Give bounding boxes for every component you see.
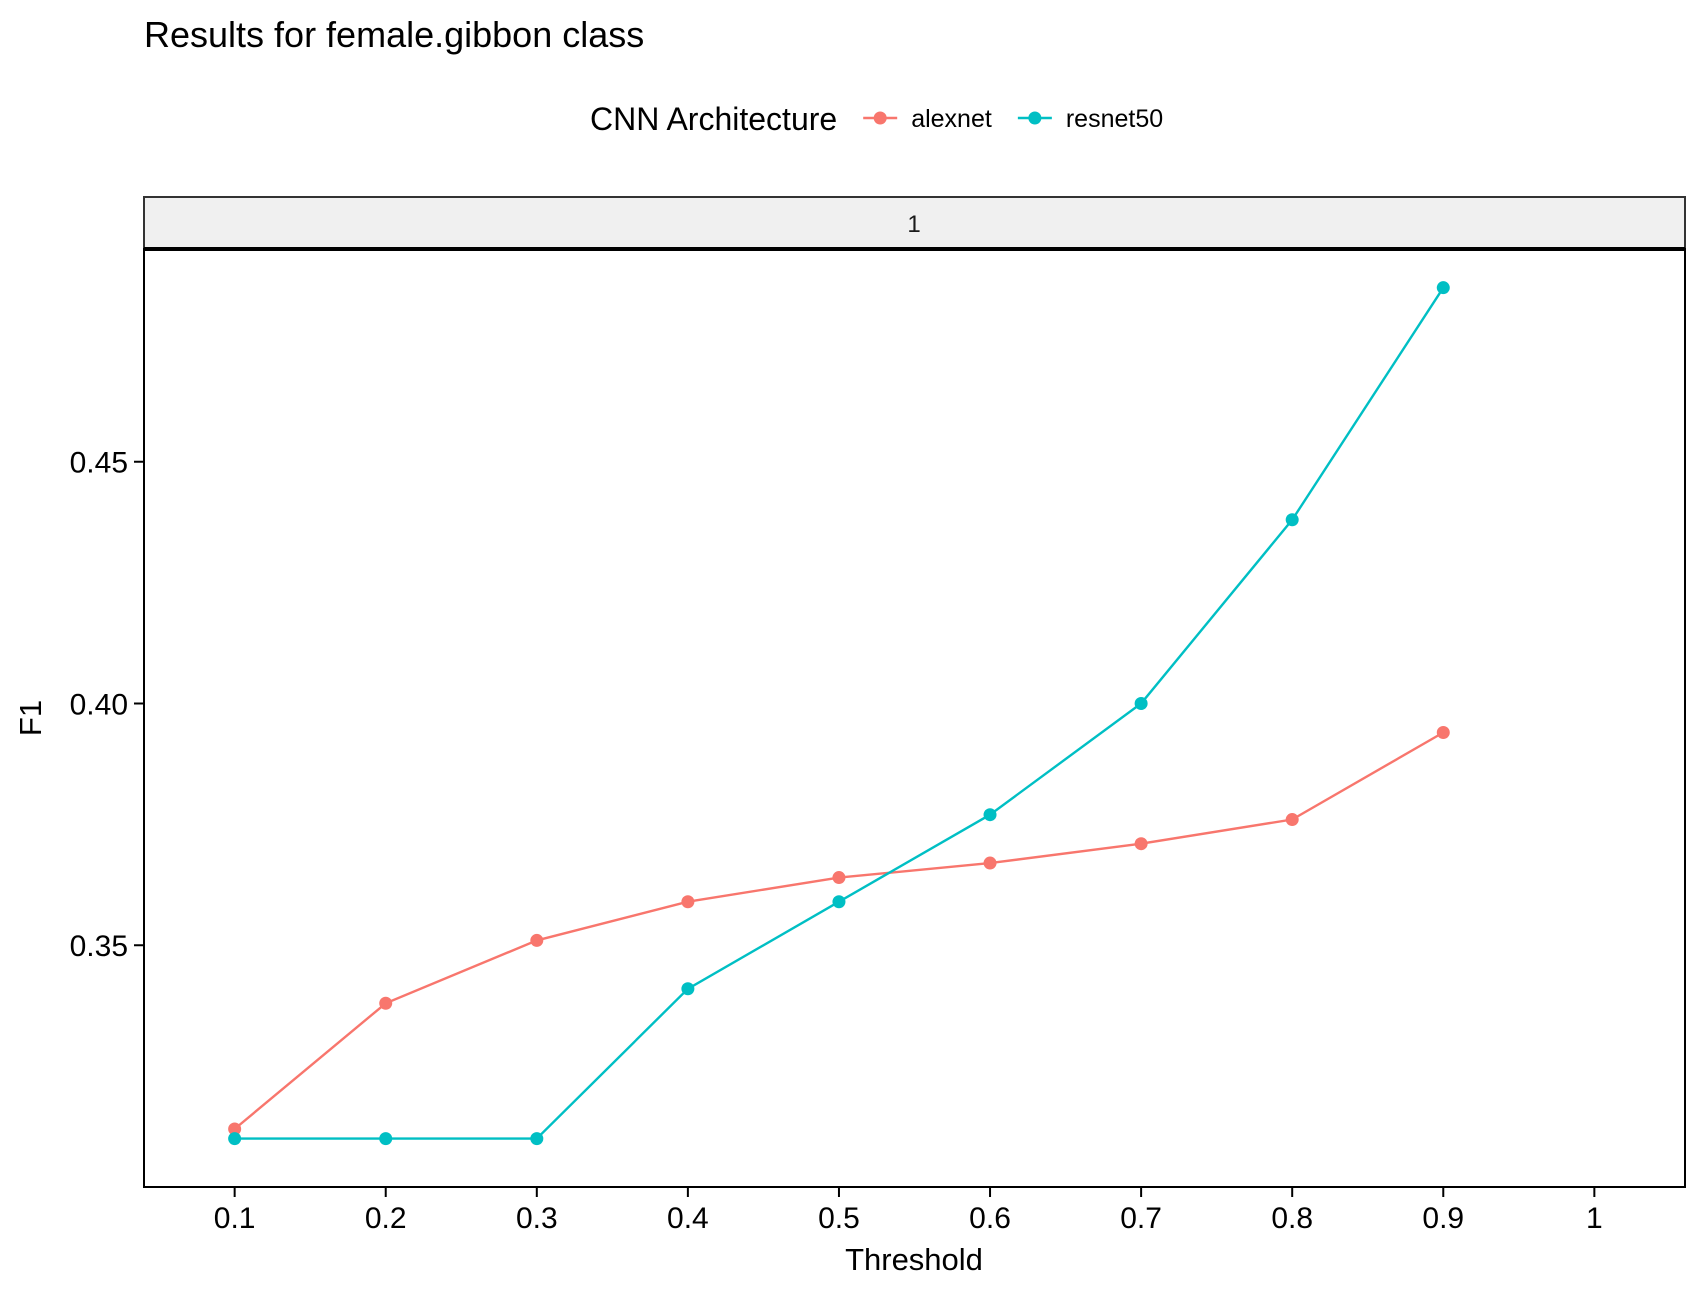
- x-axis: 0.1 0.2 0.3 0.4 0.5 0.6 0.7 0.8 0.9 1: [214, 1187, 1603, 1235]
- data-point-resnet50: [228, 1132, 242, 1146]
- chart-title: Results for female.gibbon class: [144, 14, 644, 55]
- legend-label: alexnet: [911, 105, 992, 133]
- y-axis-title: F1: [13, 700, 48, 736]
- legend-item-resnet50: resnet50: [1017, 105, 1163, 133]
- data-point-resnet50: [1134, 696, 1148, 710]
- x-tick-label: 0.7: [1120, 1202, 1162, 1235]
- facet-strip: 1: [143, 196, 1686, 250]
- x-axis-title: Threshold: [845, 1242, 983, 1277]
- x-tick-label: 0.9: [1422, 1202, 1464, 1235]
- series-resnet50: [228, 281, 1450, 1146]
- data-point-alexnet: [530, 933, 544, 947]
- data-point-alexnet: [983, 856, 997, 870]
- y-tick-label: 0.45: [70, 447, 128, 480]
- x-tick-label: 0.3: [516, 1202, 558, 1235]
- y-tick-label: 0.40: [70, 688, 128, 721]
- facet-label: 1: [907, 211, 920, 238]
- legend: CNN Architecture alexnet resnet50: [590, 101, 1163, 137]
- plot-panel: [143, 248, 1686, 1188]
- series-alexnet: [228, 726, 1450, 1136]
- data-point-alexnet: [379, 996, 393, 1010]
- data-point-resnet50: [379, 1132, 393, 1146]
- series-layer: [228, 281, 1450, 1146]
- legend-item-alexnet: alexnet: [863, 105, 992, 133]
- legend-key-point: [1028, 111, 1042, 125]
- legend-title: CNN Architecture: [590, 101, 837, 137]
- data-point-resnet50: [1436, 281, 1450, 295]
- x-tick-label: 1: [1586, 1202, 1603, 1235]
- facet-strip-background: [143, 196, 1686, 250]
- data-point-alexnet: [1436, 726, 1450, 740]
- x-tick-label: 0.4: [667, 1202, 709, 1235]
- data-point-resnet50: [832, 895, 846, 909]
- legend-key-point: [873, 111, 887, 125]
- data-point-resnet50: [1285, 513, 1299, 527]
- x-tick-label: 0.6: [969, 1202, 1011, 1235]
- data-point-alexnet: [1134, 837, 1148, 851]
- data-point-resnet50: [983, 808, 997, 822]
- x-tick-label: 0.2: [365, 1202, 407, 1235]
- x-tick-label: 0.1: [214, 1202, 256, 1235]
- data-point-alexnet: [832, 871, 846, 885]
- data-point-resnet50: [530, 1132, 544, 1146]
- y-tick-label: 0.35: [70, 930, 128, 963]
- x-tick-label: 0.5: [818, 1202, 860, 1235]
- data-point-alexnet: [228, 1122, 242, 1136]
- data-point-resnet50: [681, 982, 695, 996]
- x-tick-label: 0.8: [1271, 1202, 1313, 1235]
- data-point-alexnet: [681, 895, 695, 909]
- data-point-alexnet: [1285, 813, 1299, 827]
- y-axis: 0.35 0.40 0.45: [70, 447, 144, 963]
- legend-label: resnet50: [1066, 105, 1163, 133]
